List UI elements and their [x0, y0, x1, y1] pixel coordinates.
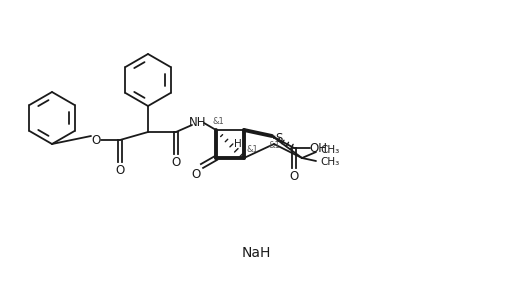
Text: CH₃: CH₃	[320, 145, 339, 155]
Text: NaH: NaH	[241, 246, 271, 260]
Text: OH: OH	[309, 141, 327, 154]
Text: O: O	[289, 170, 298, 183]
Text: O: O	[115, 164, 124, 177]
Text: O: O	[91, 134, 101, 147]
Text: NH: NH	[189, 115, 207, 128]
Text: CH₃: CH₃	[320, 157, 339, 167]
Text: O: O	[191, 168, 201, 181]
Text: &1: &1	[212, 118, 224, 126]
Text: &1: &1	[246, 145, 258, 154]
Text: O: O	[172, 156, 181, 170]
Text: &1: &1	[268, 141, 280, 151]
Text: S: S	[275, 132, 283, 145]
Text: H: H	[234, 139, 242, 149]
